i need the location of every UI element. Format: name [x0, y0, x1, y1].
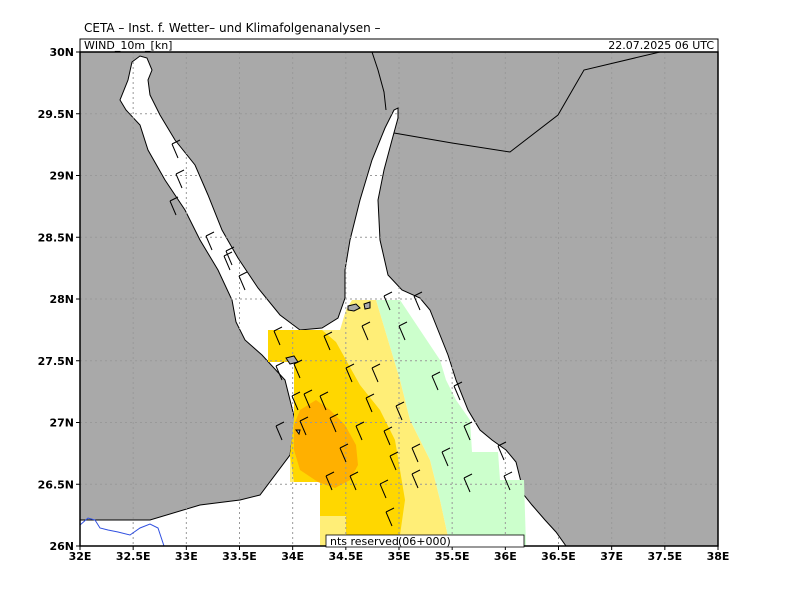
wind-barb — [411, 443, 421, 463]
x-tick-label: 34E — [281, 550, 304, 563]
nile-river — [80, 517, 165, 546]
wind-barb — [497, 441, 507, 461]
product-label: WIND_10m_[kn] — [84, 39, 172, 52]
wind-barb — [319, 391, 329, 411]
wind-barb — [398, 321, 408, 341]
wind-barb — [345, 363, 355, 383]
wind-barb — [379, 479, 389, 499]
wind-barb — [205, 231, 215, 251]
wind-barb — [361, 321, 371, 341]
copyright-text: nts reserved — [330, 535, 399, 548]
wind-barb — [463, 473, 473, 493]
y-tick-label: 28N — [49, 293, 74, 306]
wind-barb — [299, 416, 309, 436]
wind-barb — [453, 381, 463, 401]
axis-ticks: 32E 32.5E 33E 33.5E 34E 34.5E 35E 35.5E 36E 36.5E… — [38, 46, 730, 563]
run-label: (06+000) — [398, 535, 451, 548]
y-tick-label: 27.5N — [38, 355, 74, 368]
wind-barb — [349, 471, 359, 491]
wind-barb — [169, 196, 179, 216]
wind-barb — [329, 413, 339, 433]
wind-barb — [171, 139, 181, 159]
x-tick-label: 34.5E — [329, 550, 364, 563]
wind-barb — [325, 471, 335, 491]
wind-barb — [339, 443, 349, 463]
wind-barb — [389, 451, 399, 471]
wind-barb — [355, 421, 365, 441]
wind-barb — [371, 363, 381, 383]
valid-time-label: 22.07.2025 06 UTC — [608, 39, 714, 52]
wind-barb — [238, 271, 248, 291]
wind-barb — [463, 421, 473, 441]
wind-barb — [395, 401, 405, 421]
wind-barb — [303, 389, 313, 409]
island-small — [295, 429, 301, 436]
y-tick-label: 29N — [49, 170, 74, 183]
wind-barb — [441, 447, 451, 467]
lat-lon-grid — [80, 52, 718, 546]
wind-barb — [413, 291, 423, 311]
wind-barb — [383, 291, 393, 311]
island-shadwan — [347, 303, 361, 312]
wind-barb — [273, 326, 283, 346]
x-tick-label: 35E — [388, 550, 411, 563]
x-tick-label: 37.5E — [648, 550, 683, 563]
wind-barb — [411, 469, 421, 489]
x-tick-label: 36E — [494, 550, 517, 563]
y-tick-label: 29.5N — [38, 108, 74, 121]
x-tick-label: 33.5E — [222, 550, 257, 563]
wind-barb — [503, 471, 513, 491]
border-sinai-north — [393, 52, 661, 153]
wind-barb — [431, 371, 441, 391]
x-tick-label: 35.5E — [435, 550, 470, 563]
footer-box — [325, 534, 525, 548]
y-tick-label: 26.5N — [38, 478, 74, 491]
x-tick-label: 38E — [707, 550, 730, 563]
wind-barb — [223, 251, 233, 271]
x-tick-label: 32E — [69, 550, 92, 563]
y-tick-label: 28.5N — [38, 231, 74, 244]
wind-barb — [275, 361, 285, 381]
island-giftun — [285, 355, 299, 365]
x-tick-label: 33E — [175, 550, 198, 563]
wind-barb — [383, 426, 393, 446]
y-tick-label: 30N — [49, 46, 74, 59]
wind-barb — [323, 331, 333, 351]
wind-barb — [385, 507, 395, 527]
institute-title: CETA – Inst. f. Wetter– und Klimafolgena… — [84, 21, 381, 35]
y-tick-label: 27N — [49, 417, 74, 430]
island-tiran — [363, 301, 371, 310]
wind-barb — [365, 393, 375, 413]
wind-barb — [225, 246, 235, 266]
wind-barb — [175, 169, 185, 189]
wind-barb — [275, 421, 285, 441]
x-tick-label: 37E — [600, 550, 623, 563]
x-tick-label: 36.5E — [541, 550, 576, 563]
border-egypt-israel — [371, 52, 387, 111]
wind-barb — [291, 391, 301, 411]
wind-barbs — [169, 139, 513, 527]
y-tick-label: 26N — [49, 540, 74, 553]
x-tick-label: 32.5E — [116, 550, 151, 563]
